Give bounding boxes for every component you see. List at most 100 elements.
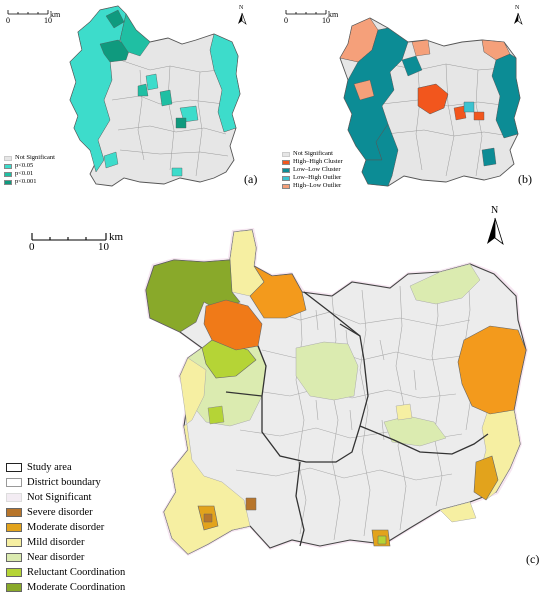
near-disorder-center-north bbox=[295, 341, 359, 401]
legend-item: Reluctant Coordination bbox=[6, 565, 125, 580]
legend-swatch bbox=[6, 493, 22, 502]
panel-a-map-graphic bbox=[69, 5, 241, 187]
reluctant-coordination-s bbox=[377, 535, 387, 545]
legend-swatch bbox=[282, 159, 290, 165]
subdistrict-lines bbox=[235, 269, 473, 541]
legend-item: District boundary bbox=[6, 475, 125, 490]
legend-swatch bbox=[282, 167, 290, 173]
north-arrow-icon: N bbox=[512, 5, 524, 26]
legend-item: Moderate Coordination bbox=[6, 580, 125, 595]
scale-zero: 0 bbox=[29, 241, 35, 253]
legend-item: Not Significant bbox=[6, 490, 125, 505]
mild-disorder-center-1 bbox=[395, 403, 413, 421]
legend-label: Study area bbox=[27, 462, 72, 473]
legend-item: p<0.001 bbox=[4, 178, 55, 186]
moderate-disorder-east bbox=[457, 325, 527, 415]
legend-swatch bbox=[6, 523, 22, 532]
high-high-cluster-center bbox=[417, 83, 449, 115]
legend-swatch bbox=[282, 151, 290, 157]
north-label: N bbox=[491, 205, 499, 216]
legend-item: p<0.01 bbox=[4, 170, 55, 178]
near-disorder-small bbox=[207, 405, 225, 425]
north-label: N bbox=[515, 5, 520, 11]
legend-swatch bbox=[6, 553, 22, 562]
scale-ten: 10 bbox=[98, 241, 109, 253]
legend-swatch bbox=[6, 583, 22, 592]
cluster-center-4 bbox=[175, 117, 187, 129]
legend-item: Mild disorder bbox=[6, 535, 125, 550]
cluster-center-2 bbox=[159, 89, 173, 107]
mild-disorder-north bbox=[229, 229, 265, 297]
legend-swatch bbox=[6, 508, 22, 517]
scale-unit: km bbox=[109, 231, 124, 243]
cluster-northwest-dark bbox=[99, 39, 131, 63]
cluster-center-5 bbox=[137, 83, 149, 97]
severe-disorder-sw bbox=[203, 513, 213, 523]
low-low-cluster-southeast bbox=[481, 147, 497, 167]
cluster-south-2 bbox=[171, 167, 183, 177]
low-low-cluster-east bbox=[491, 53, 521, 139]
legend-label: Not Significant bbox=[15, 154, 55, 161]
moderate-disorder-north bbox=[249, 265, 307, 319]
legend-label: High–Low Outlier bbox=[293, 182, 342, 189]
legend-item: Study area bbox=[6, 460, 125, 475]
scale-ten: 10 bbox=[44, 16, 52, 25]
legend-label: Near disorder bbox=[27, 552, 85, 563]
legend-item: High–Low Outlier bbox=[282, 182, 343, 190]
legend-label: District boundary bbox=[27, 477, 101, 488]
legend-swatch bbox=[6, 478, 22, 487]
panel-letter-c: (c) bbox=[526, 552, 540, 566]
legend-label: p<0.05 bbox=[15, 162, 34, 169]
legend-item: Not Significant bbox=[282, 150, 343, 158]
legend-swatch bbox=[4, 171, 12, 177]
north-label: N bbox=[239, 5, 244, 11]
panel-letter-a: (a) bbox=[244, 172, 258, 186]
panel-letter-b: (b) bbox=[518, 172, 532, 186]
panel-c-map: 0 10 km N Study area District boundary N… bbox=[0, 200, 550, 593]
severe-disorder-sw2 bbox=[245, 497, 257, 511]
legend-label: Reluctant Coordination bbox=[27, 567, 126, 578]
legend-item: Not Significant bbox=[4, 154, 55, 162]
legend-swatch bbox=[4, 179, 12, 185]
legend-label: Not Significant bbox=[27, 492, 92, 503]
legend-label: Moderate Coordination bbox=[27, 582, 126, 593]
high-high-cluster-small bbox=[453, 105, 467, 121]
legend-b: Not Significant High–High Cluster Low–Lo… bbox=[282, 150, 343, 190]
scale-zero: 0 bbox=[6, 16, 10, 25]
legend-item: Low–Low Cluster bbox=[282, 166, 343, 174]
legend-label: Mild disorder bbox=[27, 537, 85, 548]
north-arrow-icon: N bbox=[484, 206, 506, 246]
moderate-coordination-nw bbox=[145, 259, 241, 333]
legend-item: Severe disorder bbox=[6, 505, 125, 520]
cluster-north-top bbox=[105, 9, 125, 29]
legend-label: Severe disorder bbox=[27, 507, 93, 518]
legend-a: Not Significant p<0.05 p<0.01 p<0.001 bbox=[4, 154, 55, 186]
legend-item: Low–High Outlier bbox=[282, 174, 343, 182]
legend-item: Near disorder bbox=[6, 550, 125, 565]
mild-disorder-west bbox=[163, 357, 251, 555]
low-low-cluster-south bbox=[361, 123, 399, 187]
high-high-cluster-small-2 bbox=[473, 111, 485, 121]
legend-swatch bbox=[4, 163, 12, 169]
district-lines bbox=[111, 59, 229, 177]
legend-label: p<0.001 bbox=[15, 178, 37, 185]
legend-label: Low–Low Cluster bbox=[293, 166, 341, 173]
low-low-cluster-north bbox=[401, 55, 423, 77]
scale-bar: 0 10 km bbox=[284, 6, 344, 26]
legend-swatch bbox=[6, 568, 22, 577]
scale-unit: km bbox=[50, 10, 61, 19]
panel-b-map: 0 10 km N Not Significant High–High Clus… bbox=[278, 0, 550, 196]
near-disorder-northeast bbox=[409, 263, 481, 305]
panel-b-map-graphic bbox=[339, 17, 521, 187]
legend-label: Moderate disorder bbox=[27, 522, 105, 533]
legend-swatch bbox=[6, 538, 22, 547]
moderate-disorder-southeast bbox=[473, 455, 499, 501]
cluster-center-1 bbox=[145, 73, 159, 91]
scale-zero: 0 bbox=[284, 16, 288, 25]
high-low-outlier-n bbox=[411, 39, 431, 57]
legend-label: High–High Cluster bbox=[293, 158, 343, 165]
scale-bar: 0 10 km bbox=[6, 6, 66, 26]
legend-label: Low–High Outlier bbox=[293, 174, 342, 181]
legend-item: p<0.05 bbox=[4, 162, 55, 170]
scale-ten: 10 bbox=[322, 16, 330, 25]
